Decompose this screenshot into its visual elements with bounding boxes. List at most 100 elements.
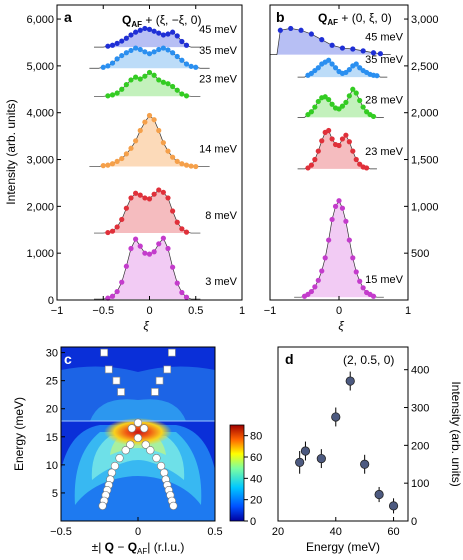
data-point (133, 74, 139, 80)
data-point (128, 32, 134, 38)
data-point (360, 459, 370, 469)
panel-c-xlabel: ±| Q − QAF| (r.l.u.) (92, 540, 185, 556)
colorbar-tick-label: 80 (250, 431, 262, 443)
panel-a-xlabel: ξ (143, 319, 149, 333)
data-point (133, 138, 139, 144)
data-point (343, 69, 349, 76)
data-point (160, 235, 166, 241)
data-point (109, 92, 116, 98)
panel-a-title: QAF + (ξ, −ξ, 0) (122, 13, 201, 29)
data-point (170, 50, 176, 56)
panel-b: 45 meV 35 meV 28 meV 23 meV 15 meV −1 0 1 500 1,… (264, 4, 439, 333)
y-tick-label: 1,000 (411, 201, 439, 213)
data-point (332, 203, 339, 209)
data-point (165, 195, 171, 201)
panel-c-axes: −0.5 0 0.5 5 10 15 20 25 30 (46, 348, 223, 538)
data-point (151, 117, 157, 123)
data-point (183, 61, 190, 67)
series-label: 23 meV (365, 146, 404, 158)
data-point (105, 63, 111, 69)
panel-d-frame (277, 346, 409, 522)
panel-a-ylabel: Intensity (arb. units) (4, 99, 18, 204)
series-label: 8 meV (205, 210, 237, 222)
data-point (114, 158, 120, 164)
data-point (339, 205, 346, 211)
data-point (105, 295, 111, 301)
data-point (160, 45, 166, 51)
data-point (128, 145, 134, 151)
data-point (322, 94, 328, 100)
dispersion-circle (110, 461, 119, 471)
dispersion-square (155, 376, 164, 385)
y-tick-label: 6,000 (26, 14, 54, 26)
data-point (288, 25, 294, 32)
fit-area (103, 189, 192, 234)
series-label: 23 meV (199, 73, 238, 85)
dispersion-circle (121, 446, 130, 455)
fit-area (301, 200, 377, 298)
data-point (179, 226, 185, 232)
data-point (174, 53, 180, 60)
data-point (364, 109, 370, 115)
data-point (183, 162, 190, 168)
y-tick-label: 3,000 (411, 14, 439, 26)
dispersion-circle (157, 461, 166, 471)
data-point (343, 99, 349, 105)
data-point (170, 29, 176, 35)
data-point (370, 293, 377, 299)
data-point (156, 187, 162, 193)
data-point (315, 277, 321, 283)
data-point (156, 127, 162, 134)
dispersion-circle (140, 424, 149, 433)
data-point (137, 76, 143, 82)
data-point (123, 82, 129, 88)
x-tick-label: 0.5 (188, 305, 203, 317)
data-point (165, 148, 171, 154)
data-point (193, 64, 199, 70)
data-point (308, 109, 314, 115)
data-point (119, 38, 125, 44)
data-point (142, 49, 148, 55)
data-point (188, 163, 194, 169)
data-point (339, 136, 346, 142)
data-point (174, 33, 180, 39)
dispersion-circle (133, 433, 143, 443)
panel-b-letter: b (276, 9, 285, 25)
dispersion-square (163, 365, 172, 374)
data-point (339, 45, 346, 51)
y-tick-label: 25 (46, 376, 58, 388)
data-point (109, 60, 116, 66)
data-point (315, 65, 321, 71)
data-point (133, 236, 139, 242)
series-label: 15 meV (365, 274, 404, 286)
y-tick-label: 5,000 (26, 61, 54, 73)
data-point (329, 42, 335, 48)
data-point (188, 63, 194, 69)
data-point (133, 190, 139, 196)
data-point (295, 457, 305, 467)
y-tick-label: 3,000 (26, 155, 54, 167)
dispersion-circle (133, 418, 143, 427)
data-point (142, 73, 148, 79)
colorbar-tick-label: 20 (250, 495, 262, 507)
data-point (339, 103, 346, 109)
data-point (353, 269, 359, 275)
x-tick-label: −0.5 (92, 305, 114, 317)
data-point (315, 98, 321, 105)
panel-a: 45 meV 35 meV 23 meV 14 meV 8 meV 3 meV −1 −0.… (4, 4, 245, 333)
fit-area (103, 72, 192, 97)
data-point (357, 97, 363, 104)
data-point (174, 158, 180, 164)
colorbar-tick-label: 0 (250, 516, 256, 528)
data-point (156, 77, 162, 83)
x-tick-label: 20 (272, 526, 284, 538)
data-point (160, 32, 166, 38)
data-point (119, 155, 125, 162)
data-point (357, 161, 363, 167)
dispersion-square (151, 388, 159, 396)
x-tick-label: 1 (405, 305, 411, 317)
data-point (146, 69, 153, 76)
data-point (137, 127, 143, 134)
data-point (137, 192, 143, 198)
data-point (123, 35, 129, 41)
